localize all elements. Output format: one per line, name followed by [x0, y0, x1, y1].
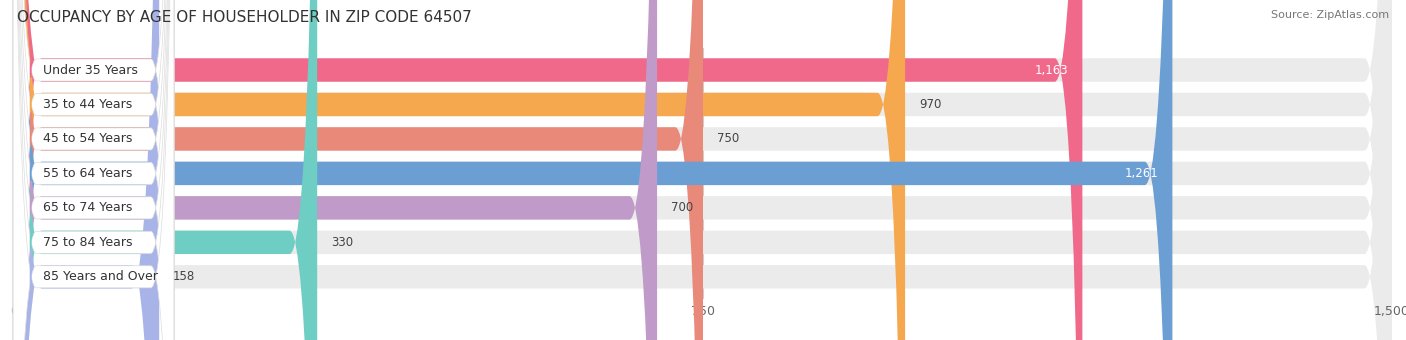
FancyBboxPatch shape [14, 0, 1392, 340]
FancyBboxPatch shape [13, 0, 174, 340]
FancyBboxPatch shape [14, 0, 1392, 340]
Text: 45 to 54 Years: 45 to 54 Years [44, 133, 132, 146]
Text: 55 to 64 Years: 55 to 64 Years [44, 167, 132, 180]
FancyBboxPatch shape [13, 0, 174, 340]
FancyBboxPatch shape [14, 0, 905, 340]
FancyBboxPatch shape [14, 0, 1392, 340]
Text: 65 to 74 Years: 65 to 74 Years [44, 201, 132, 214]
FancyBboxPatch shape [13, 0, 174, 340]
Text: 1,261: 1,261 [1125, 167, 1159, 180]
Text: 970: 970 [920, 98, 941, 111]
FancyBboxPatch shape [13, 0, 174, 340]
FancyBboxPatch shape [14, 0, 1173, 340]
FancyBboxPatch shape [14, 0, 1392, 340]
FancyBboxPatch shape [14, 0, 1392, 340]
Text: 750: 750 [717, 133, 740, 146]
FancyBboxPatch shape [14, 0, 318, 340]
Text: 1,163: 1,163 [1035, 64, 1069, 76]
Text: Source: ZipAtlas.com: Source: ZipAtlas.com [1271, 10, 1389, 20]
FancyBboxPatch shape [13, 0, 174, 340]
Text: OCCUPANCY BY AGE OF HOUSEHOLDER IN ZIP CODE 64507: OCCUPANCY BY AGE OF HOUSEHOLDER IN ZIP C… [17, 10, 471, 25]
FancyBboxPatch shape [14, 0, 1392, 340]
Text: Under 35 Years: Under 35 Years [44, 64, 138, 76]
Text: 700: 700 [671, 201, 693, 214]
FancyBboxPatch shape [14, 0, 703, 340]
Text: 85 Years and Over: 85 Years and Over [44, 270, 159, 283]
FancyBboxPatch shape [14, 0, 159, 340]
FancyBboxPatch shape [13, 0, 174, 340]
Text: 75 to 84 Years: 75 to 84 Years [44, 236, 134, 249]
FancyBboxPatch shape [14, 0, 1083, 340]
Text: 158: 158 [173, 270, 195, 283]
Text: 330: 330 [330, 236, 353, 249]
FancyBboxPatch shape [13, 0, 174, 340]
FancyBboxPatch shape [14, 0, 657, 340]
Text: 35 to 44 Years: 35 to 44 Years [44, 98, 132, 111]
FancyBboxPatch shape [14, 0, 1392, 340]
